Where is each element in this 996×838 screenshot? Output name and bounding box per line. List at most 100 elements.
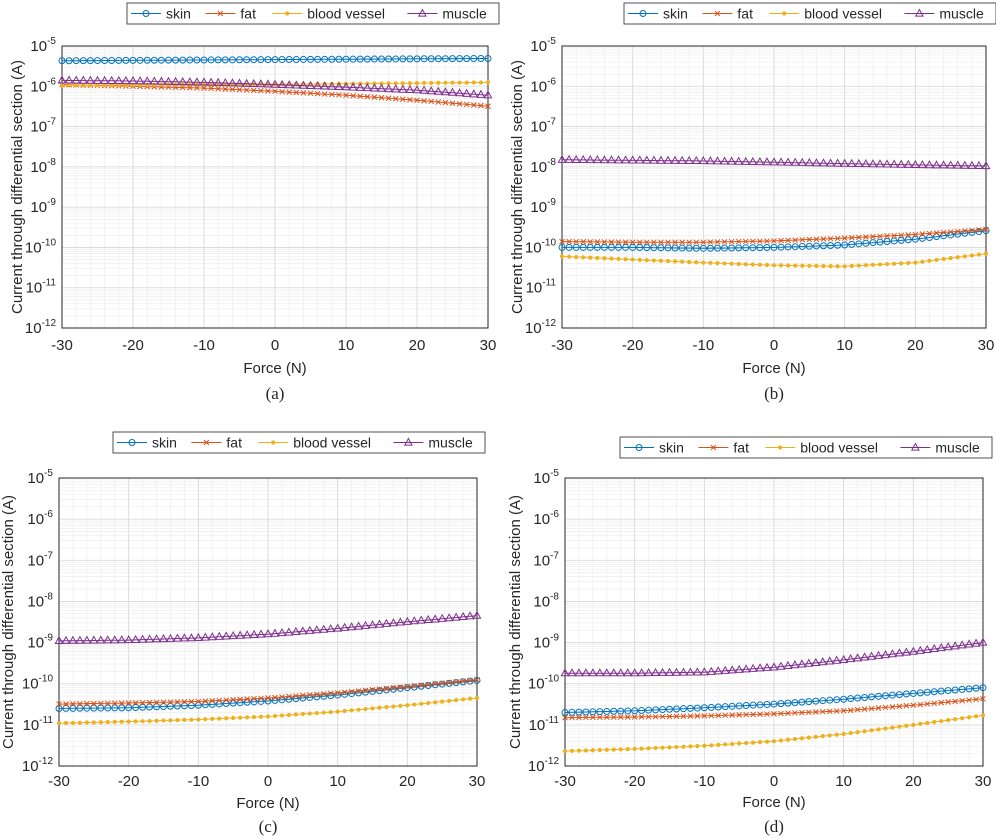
data-point [952,698,958,705]
data-point [412,702,417,707]
data-point [749,701,757,709]
data-point [957,640,967,649]
data-point [97,700,104,707]
series-line [562,159,987,167]
data-point [382,686,390,694]
data-point [771,711,777,717]
legend-box [623,2,996,25]
data-point [136,56,144,64]
data-point [777,243,785,251]
data-point [147,718,152,724]
data-point [616,256,621,262]
data-point [377,705,382,710]
data-point [264,56,272,64]
data-point [210,716,215,721]
data-point [771,238,777,244]
data-point [911,235,919,243]
data-point [385,55,393,63]
y-tick-label: 10-10 [25,237,57,256]
data-point [799,236,806,243]
panel-caption: (b) [764,384,784,403]
data-point [343,92,349,99]
data-point [720,665,730,674]
data-point [939,718,944,724]
data-point [82,635,92,644]
legend-item: muscle [407,6,487,22]
data-point [721,703,729,711]
data-point [972,684,980,692]
data-point [743,711,749,718]
y-tick-label: 10-7 [27,550,53,569]
data-point [615,239,622,245]
data-point [828,264,833,269]
legend: skin fat blood vessel muscle [112,431,486,454]
data-point [59,83,65,88]
data-point [750,262,755,267]
data-point [350,92,356,99]
data-point [250,56,258,64]
data-point [334,691,342,699]
data-point [485,80,491,85]
data-point [341,690,349,698]
data-point [938,699,945,706]
data-point [699,244,707,252]
data-point [569,714,575,721]
data-point [700,704,708,712]
data-point [643,244,651,252]
data-point [764,711,770,717]
data-point [827,235,834,242]
data-point [361,620,370,629]
data-point [450,80,455,85]
data-point [179,56,187,64]
data-point [560,668,570,677]
data-point [228,56,236,64]
data-point [727,156,737,165]
data-point [313,691,320,698]
data-point [578,154,588,164]
data-point [265,695,271,701]
data-point [433,700,438,705]
data-point [349,55,357,63]
x-tick-label: -10 [193,337,215,354]
axes-frame [564,477,984,767]
legend-label: skin [152,435,177,451]
data-point [460,697,466,702]
data-point [596,708,604,716]
data-point [77,720,82,725]
data-point [142,76,152,85]
data-point [581,255,586,260]
data-point [65,57,73,65]
data-point [762,662,772,671]
data-point [708,712,715,719]
x-tick-label: 0 [770,773,778,790]
data-point [687,713,694,719]
data-point [444,613,454,622]
data-point [94,57,101,65]
y-tick-label: 10-7 [530,117,556,136]
data-point [642,155,652,164]
data-point [424,682,432,690]
data-point [455,88,465,97]
data-point [705,156,715,165]
data-point [861,706,868,712]
data-point [962,254,967,259]
data-point [154,718,159,723]
legend-label: muscle [939,6,984,22]
data-point [854,158,864,168]
data-point [410,683,418,691]
data-point [356,707,361,712]
data-point [88,83,93,88]
data-point [567,668,577,677]
data-point [899,261,904,266]
data-point [959,697,965,704]
data-point [607,243,615,251]
data-point [370,706,375,711]
data-point [855,730,860,735]
data-point [666,705,673,713]
data-point [722,261,727,266]
data-point [84,720,89,725]
legend-label: fat [733,440,749,456]
data-point [678,667,688,676]
data-point [743,262,748,267]
data-point [930,688,938,696]
